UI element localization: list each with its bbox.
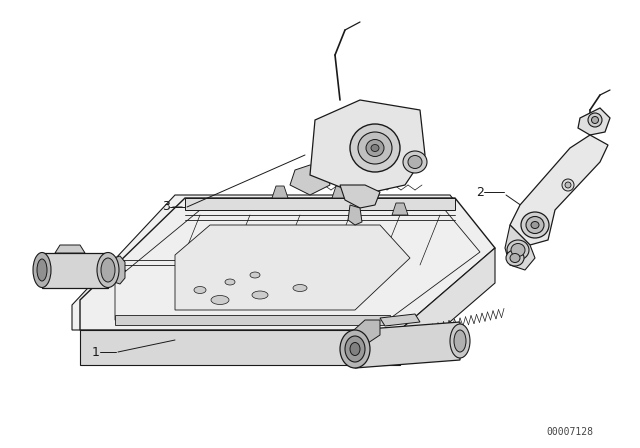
Ellipse shape xyxy=(408,155,422,168)
Polygon shape xyxy=(185,198,455,210)
Ellipse shape xyxy=(591,116,598,124)
Ellipse shape xyxy=(340,330,370,368)
Ellipse shape xyxy=(506,250,524,266)
Ellipse shape xyxy=(211,296,229,305)
Ellipse shape xyxy=(293,284,307,292)
Polygon shape xyxy=(505,225,535,270)
Ellipse shape xyxy=(250,272,260,278)
Polygon shape xyxy=(340,185,380,208)
Ellipse shape xyxy=(403,151,427,173)
Text: 00007128: 00007128 xyxy=(547,427,593,437)
Ellipse shape xyxy=(562,179,574,191)
Polygon shape xyxy=(510,135,608,245)
Ellipse shape xyxy=(101,258,115,282)
Ellipse shape xyxy=(194,287,206,293)
Polygon shape xyxy=(392,203,408,215)
Ellipse shape xyxy=(225,279,235,285)
Ellipse shape xyxy=(252,291,268,299)
Polygon shape xyxy=(272,186,288,198)
Polygon shape xyxy=(310,100,425,195)
Ellipse shape xyxy=(454,330,466,352)
Ellipse shape xyxy=(565,182,571,188)
Text: 3: 3 xyxy=(162,201,170,214)
Ellipse shape xyxy=(507,240,529,260)
Polygon shape xyxy=(345,320,380,348)
Polygon shape xyxy=(380,314,420,326)
Ellipse shape xyxy=(97,253,119,288)
Polygon shape xyxy=(175,225,410,310)
Ellipse shape xyxy=(511,244,525,257)
Ellipse shape xyxy=(521,212,549,238)
Polygon shape xyxy=(115,315,390,325)
Ellipse shape xyxy=(531,221,539,228)
Polygon shape xyxy=(55,245,85,253)
Ellipse shape xyxy=(33,253,51,288)
Ellipse shape xyxy=(588,113,602,127)
Polygon shape xyxy=(42,253,108,288)
Text: 1: 1 xyxy=(92,345,100,358)
Ellipse shape xyxy=(350,124,400,172)
Polygon shape xyxy=(290,165,330,195)
Ellipse shape xyxy=(526,216,544,233)
Polygon shape xyxy=(72,195,490,330)
Polygon shape xyxy=(332,186,348,198)
Ellipse shape xyxy=(510,254,520,263)
Ellipse shape xyxy=(371,145,379,151)
Ellipse shape xyxy=(358,132,392,164)
Ellipse shape xyxy=(450,324,470,358)
Polygon shape xyxy=(348,205,362,225)
Polygon shape xyxy=(400,248,495,365)
Ellipse shape xyxy=(345,336,365,362)
Ellipse shape xyxy=(37,259,47,281)
Text: 2: 2 xyxy=(476,185,484,198)
Polygon shape xyxy=(578,108,610,135)
Polygon shape xyxy=(108,256,125,284)
Polygon shape xyxy=(80,330,400,365)
Polygon shape xyxy=(355,322,460,368)
Ellipse shape xyxy=(350,343,360,356)
Ellipse shape xyxy=(366,139,384,156)
Polygon shape xyxy=(80,198,495,330)
